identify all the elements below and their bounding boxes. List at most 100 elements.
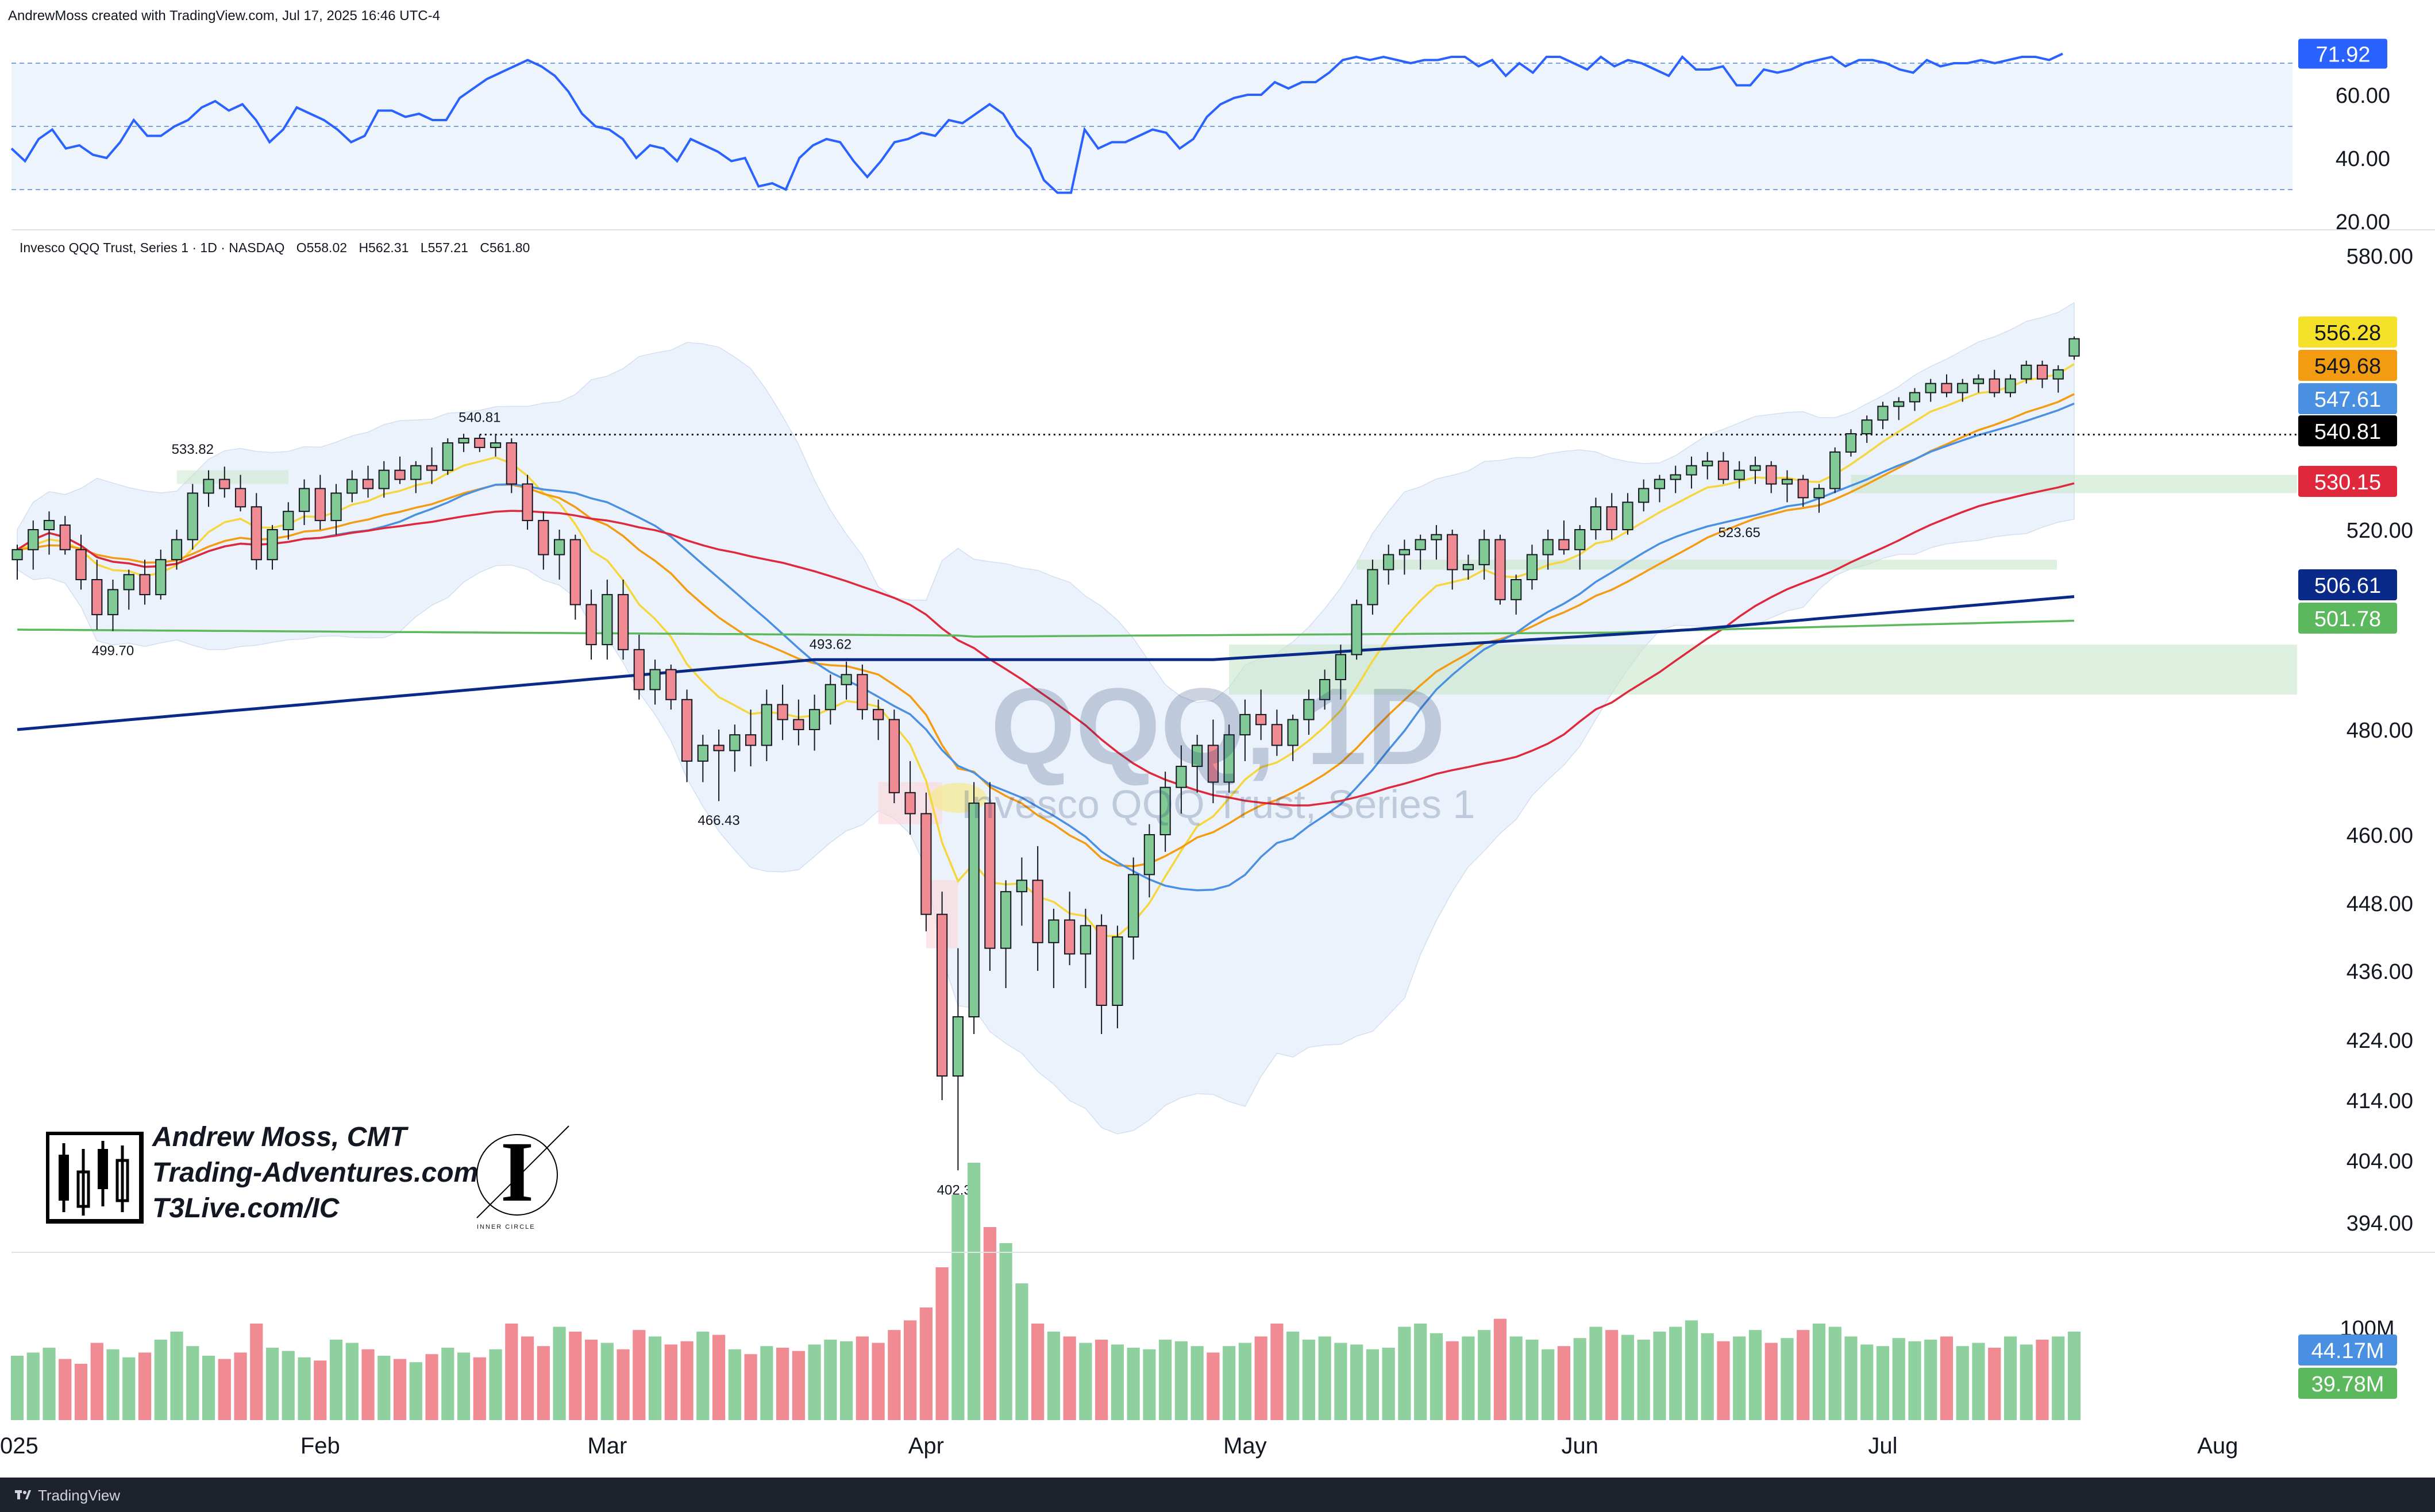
candle (649, 659, 661, 705)
volume-bar (186, 1346, 199, 1420)
volume-bar (1174, 1341, 1188, 1420)
volume-value-badge (2298, 1368, 2397, 1399)
candle (1750, 456, 1761, 484)
candle (1877, 402, 1889, 430)
volume-bar (1860, 1344, 1874, 1420)
footer-brand: TradingView (38, 1487, 121, 1504)
candle (1415, 534, 1426, 570)
candle-body (1128, 874, 1139, 938)
volume-bar (1207, 1352, 1220, 1420)
volume-bar (1828, 1326, 1841, 1420)
candle (1319, 669, 1331, 710)
candle (1096, 914, 1107, 1034)
volume-bar (59, 1359, 72, 1420)
candle (824, 674, 836, 725)
candle-body (1702, 460, 1713, 466)
price-value-badge (2298, 317, 2397, 348)
candle (1941, 374, 1952, 398)
volume-bar (584, 1340, 598, 1420)
candle (745, 709, 757, 767)
candle-body (1781, 479, 1793, 485)
candle-body (602, 594, 613, 646)
candle (729, 724, 741, 772)
candle (761, 689, 772, 761)
candle-body (362, 479, 374, 489)
candle (378, 461, 390, 498)
candle (697, 735, 708, 782)
candle (522, 475, 533, 530)
candle-body (617, 594, 629, 650)
candle-body (314, 488, 326, 522)
volume-bar (1318, 1336, 1331, 1420)
price-tick-label: 580.00 (2347, 245, 2413, 269)
candle-body (984, 803, 996, 949)
candle-body (346, 479, 358, 494)
candle (490, 434, 502, 457)
candle (1766, 461, 1777, 493)
candle (2005, 374, 2016, 398)
candle-body (1016, 880, 1027, 893)
volume-bar (1956, 1346, 1969, 1420)
candle (410, 461, 422, 493)
candle (1271, 709, 1283, 756)
volume-bar (1047, 1332, 1060, 1420)
candle (1239, 699, 1251, 761)
volume-bar (1493, 1318, 1507, 1420)
candle-body (1861, 419, 1873, 435)
candle-body (442, 442, 453, 471)
volume-bar (872, 1343, 885, 1420)
volume-bar (1302, 1340, 1316, 1420)
volume-bar (409, 1362, 422, 1420)
candle-body (267, 529, 278, 561)
candle (394, 456, 406, 484)
volume-bar (170, 1332, 183, 1420)
volume-bar (154, 1340, 167, 1420)
candle-body (681, 699, 693, 762)
volume-bar (265, 1348, 279, 1420)
volume-bar (457, 1352, 471, 1420)
price-annotation: 523.65 (1719, 525, 1760, 541)
candle-body (1239, 713, 1251, 736)
candle-body (2036, 364, 2048, 380)
volume-value-label: 44.17M (2311, 1339, 2384, 1363)
volume-bar (1669, 1326, 1682, 1420)
volume-bar (314, 1360, 327, 1420)
time-axis-label: Apr (908, 1433, 944, 1459)
price-value-badge (2298, 569, 2397, 600)
candle (362, 465, 374, 498)
candle-body (107, 589, 119, 615)
candle (1207, 719, 1219, 804)
price-axis: 60.00 40.00 20.00 71.92 580.00 520.00 480.00 46… (2298, 38, 2413, 1399)
volume-bar (218, 1359, 231, 1420)
candle-body (665, 669, 677, 700)
ma-line-sma100 (17, 619, 2075, 638)
volume-bar (1159, 1340, 1172, 1420)
volume-bar (968, 1163, 981, 1420)
candle-body (808, 709, 820, 730)
candle (1622, 493, 1633, 535)
candle (952, 948, 964, 1171)
candle (1686, 456, 1697, 489)
volume-bar (1254, 1336, 1267, 1420)
candle (171, 530, 183, 570)
rsi-value-badge (2298, 38, 2387, 69)
volume-bar (1143, 1349, 1156, 1420)
volume-bar (250, 1324, 263, 1420)
candle-body (937, 913, 948, 1077)
tradingview-logo-icon (15, 1490, 31, 1499)
candle (1972, 374, 1985, 393)
candle (1367, 560, 1378, 615)
candle-body (1989, 378, 2000, 394)
candle-body (920, 813, 932, 915)
candle-body (490, 442, 502, 448)
volume-bar (1190, 1346, 1204, 1420)
candle (1893, 397, 1905, 421)
volume-bar (600, 1343, 614, 1420)
volume-bar (1446, 1341, 1459, 1420)
volume-bar (1589, 1326, 1602, 1420)
svg-text:I: I (500, 1124, 534, 1220)
volume-bar (1462, 1336, 1475, 1420)
volume-bar (425, 1354, 438, 1420)
volume-bar (633, 1330, 646, 1420)
volume-bar (617, 1349, 630, 1420)
